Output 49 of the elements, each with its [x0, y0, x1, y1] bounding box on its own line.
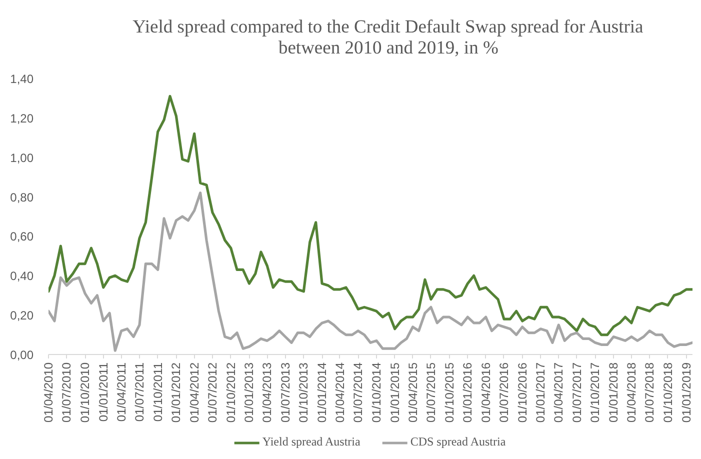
x-tick-label: 01/04/2017	[552, 362, 566, 423]
x-tick-label: 01/07/2010	[60, 362, 74, 423]
y-tick-label: 1,40	[10, 72, 34, 86]
x-tick-label: 01/01/2018	[606, 362, 620, 423]
x-tick-label: 01/07/2018	[642, 362, 657, 423]
x-tick-label: 01/10/2012	[224, 362, 238, 423]
x-tick-label: 01/01/2015	[388, 362, 402, 423]
y-tick-label: 1,00	[10, 150, 34, 165]
x-tick-label: 01/10/2016	[515, 362, 530, 423]
y-tick-label: 0,00	[10, 348, 34, 362]
y-tick-label: 0,20	[10, 308, 34, 323]
x-tick-label: 01/04/2012	[187, 362, 202, 423]
x-tick-label: 01/10/2017	[588, 362, 602, 423]
legend-label: Yield spread Austria	[262, 434, 360, 450]
x-tick-label: 01/04/2014	[332, 362, 347, 423]
x-tick-label: 01/04/2015	[406, 362, 420, 423]
x-tick-label: 01/10/2018	[660, 362, 675, 423]
x-tick-label: 01/01/2014	[315, 362, 330, 423]
x-tick-label: 01/10/2011	[150, 362, 165, 422]
x-tick-label: 01/10/2010	[78, 362, 92, 423]
y-tick-label: 1,20	[10, 111, 34, 126]
x-tick-label: 01/04/2011	[114, 362, 128, 422]
y-tick-label: 0,60	[10, 230, 34, 244]
x-tick-label: 01/01/2012	[169, 362, 184, 423]
legend-label: CDS spread Austria	[410, 434, 506, 450]
x-tick-label: 01/07/2011	[132, 362, 146, 422]
y-tick-label: 0,80	[10, 190, 34, 204]
line-series	[48, 94, 692, 336]
x-tick-label: 01/10/2013	[296, 362, 311, 423]
x-tick-label: 01/04/2013	[260, 362, 274, 423]
x-tick-label: 01/04/2010	[42, 362, 56, 423]
chart-title: Yield spread compared to the Credit Default Swap spread for Austria between 2010 and 2019, in %	[132, 18, 644, 58]
x-tick-label: 01/10/2014	[369, 362, 384, 423]
x-tick-label: 01/07/2016	[496, 362, 511, 423]
line-series	[48, 192, 692, 352]
x-tick-label: 01/07/2017	[570, 362, 584, 423]
x-tick-label: 01/01/2019	[679, 362, 694, 423]
x-tick-label: 01/07/2014	[351, 362, 366, 423]
x-tick-label: 01/01/2011	[96, 362, 110, 422]
x-tick-label: 01/07/2015	[424, 362, 438, 423]
x-tick-label: 01/07/2013	[278, 362, 292, 423]
x-tick-label: 01/04/2016	[478, 362, 493, 423]
x-tick-label: 01/04/2018	[624, 362, 638, 423]
x-tick-label: 01/07/2012	[205, 362, 220, 423]
x-tick-label: 01/01/2013	[242, 362, 256, 423]
y-tick-label: 0,40	[10, 269, 34, 284]
x-tick-label: 01/10/2015	[442, 362, 456, 423]
x-tick-label: 01/01/2016	[460, 362, 475, 423]
x-tick-label: 01/01/2017	[534, 362, 548, 423]
